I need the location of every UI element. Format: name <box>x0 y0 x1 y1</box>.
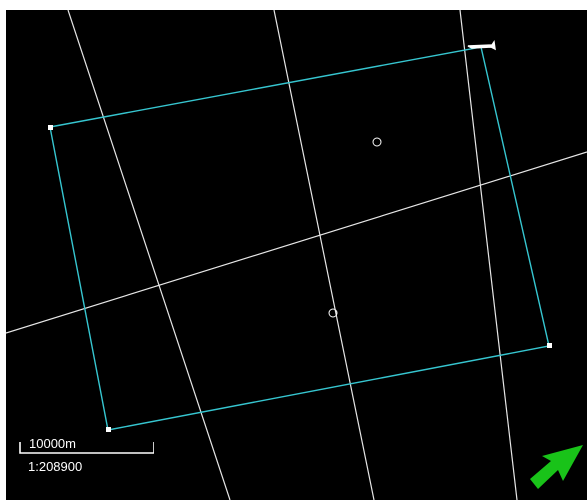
north-arrow-button[interactable] <box>523 441 583 493</box>
boundary-polygon[interactable] <box>49 46 550 431</box>
grid-line <box>459 10 518 500</box>
point-marker[interactable] <box>328 308 338 318</box>
point-marker[interactable] <box>372 137 382 147</box>
map-canvas[interactable] <box>6 10 587 500</box>
grid-line <box>67 10 231 500</box>
map-viewport[interactable] <box>6 10 587 500</box>
scale-distance-label: 10000m <box>29 436 76 451</box>
scale-ratio-label: 1:208900 <box>28 459 83 474</box>
scale-bar <box>19 442 154 454</box>
grid-line <box>6 151 587 334</box>
vertex-handle[interactable] <box>106 427 111 432</box>
grid-line <box>273 10 375 500</box>
north-arrow-icon <box>530 445 583 489</box>
vertex-handle[interactable] <box>547 343 552 348</box>
vertex-handle[interactable] <box>48 125 53 130</box>
vertex-cluster[interactable] <box>467 39 496 51</box>
scale-indicator: 10000m 1:208900 <box>14 436 156 482</box>
